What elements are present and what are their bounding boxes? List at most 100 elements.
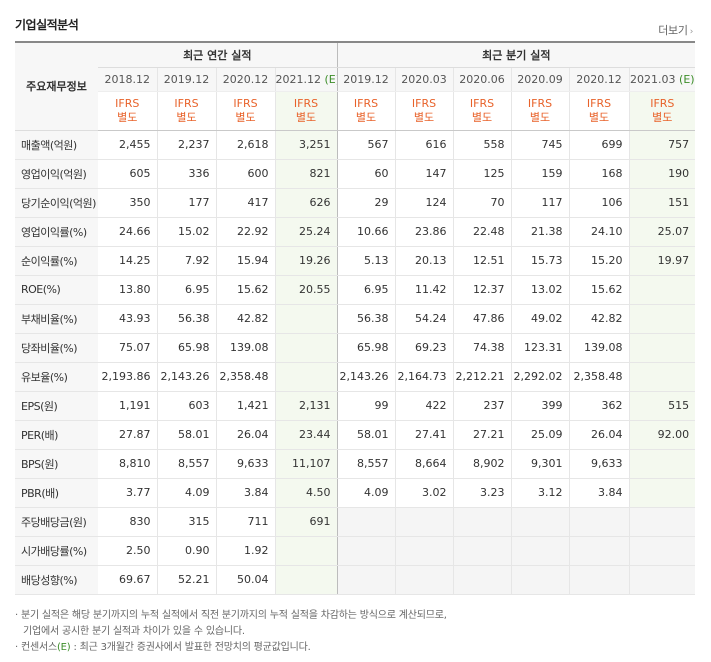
annual-value-cell: 626 [274,188,338,218]
accounting-basis: IFRS 별도 [215,91,275,131]
ifrs-label: IFRS [293,96,319,110]
section-title: 기업실적분석 [15,18,79,32]
row-label: 영업이익률(%) [15,216,98,247]
quarter-value-cell [628,275,696,305]
period-label: 2019.12 [163,72,210,86]
quarter-group-header: 최근 분기 실적 [336,41,696,68]
table-row: 영업이익률(%) 24.66 15.02 22.92 25.24 10.66 23.86 22… [15,216,696,247]
quarter-value-cell [336,506,396,537]
annual-period-header: 2020.12 [215,67,275,92]
table-row: 당좌비율(%) 75.07 65.98 139.08 65.98 69.23 74.38 12… [15,333,696,363]
period-label: 2020.12 [576,72,622,86]
annual-value-cell: 42.82 [215,303,275,334]
accounting-basis: IFRS 별도 [274,91,338,131]
row-label: BPS(원) [15,449,98,479]
annual-value-cell: 417 [215,188,275,218]
annual-value-cell: 1,191 [98,390,157,421]
annual-value-cell: 177 [156,188,216,218]
table-row: 영업이익(억원) 605 336 600 821 60 147 125 159 168 190 [15,159,696,189]
annual-value-cell: 821 [274,159,338,189]
quarter-value-cell [628,303,696,334]
table-row: ROE(%) 13.80 6.95 15.62 20.55 6.95 11.42 12.37 1… [15,275,696,305]
period-label: 2021.03 [630,72,676,86]
quarter-value-cell: 6.95 [336,275,396,305]
quarter-value-cell [628,449,696,479]
quarter-value-cell [394,565,454,595]
footnotes: · 분기 실적은 해당 분기까지의 누적 실적에서 직전 분기까지의 누적 실적… [15,608,447,656]
separate-label: 별도 [588,110,610,124]
quarter-value-cell: 25.07 [628,216,696,247]
period-label: 2020.09 [517,72,563,86]
quarter-value-cell: 151 [628,188,696,218]
annual-group-header: 최근 연간 실적 [98,41,338,68]
annual-value-cell: 4.09 [156,478,216,508]
quarter-value-cell: 42.82 [568,303,630,334]
annual-value-cell: 2,455 [98,130,157,160]
annual-value-cell: 336 [156,159,216,189]
annual-value-cell: 605 [98,159,157,189]
annual-value-cell: 52.21 [156,565,216,595]
annual-value-cell: 8,557 [156,449,216,479]
quarter-value-cell: 2,164.73 [394,362,454,392]
accounting-basis: IFRS 별도 [452,91,512,131]
quarter-value-cell: 8,557 [336,449,396,479]
quarter-value-cell: 58.01 [336,420,396,450]
separate-label: 별도 [413,110,435,124]
quarter-value-cell [628,565,696,595]
annual-value-cell: 350 [98,188,157,218]
table-row: 유보율(%) 2,193.86 2,143.26 2,358.48 2,143.26 2,… [15,362,696,392]
annual-value-cell: 9,633 [215,449,275,479]
quarter-value-cell: 3.02 [394,478,454,508]
quarter-value-cell: 3.84 [568,478,630,508]
annual-period-header: 2019.12 [156,67,216,92]
quarter-value-cell [510,565,570,595]
ifrs-label: IFRS [233,96,258,110]
annual-value-cell: 2.50 [98,536,157,566]
annual-value-cell: 7.92 [156,246,216,276]
footnote-2: 기업에서 공시한 분기 실적과 차이가 있을 수 있습니다. [23,626,245,637]
quarter-value-cell: 54.24 [394,303,454,334]
annual-value-cell: 139.08 [215,333,275,363]
quarter-value-cell [336,565,396,595]
period-label: 2018.12 [104,72,151,86]
quarter-period-header: 2019.12 [336,67,396,92]
annual-value-cell: 23.44 [274,420,338,450]
annual-value-cell [274,536,338,566]
ifrs-label: IFRS [411,96,437,110]
accounting-basis: IFRS 별도 [394,91,454,131]
annual-value-cell: 830 [98,506,157,537]
annual-value-cell: 58.01 [156,420,216,450]
quarter-value-cell: 56.38 [336,303,396,334]
annual-value-cell: 1,421 [215,390,275,421]
annual-value-cell: 27.87 [98,420,157,450]
quarter-value-cell [510,536,570,566]
annual-value-cell [274,362,338,392]
table-row: 시가배당률(%) 2.50 0.90 1.92 [15,536,696,566]
separate-label: 별도 [652,110,673,124]
period-label: 2020.03 [401,72,447,86]
row-label: 영업이익(억원) [15,159,98,189]
row-label: 주당배당금(원) [15,506,98,537]
quarter-value-cell: 757 [628,130,696,160]
row-label: 시가배당률(%) [15,536,98,566]
ifrs-label: IFRS [586,96,612,110]
quarter-value-cell: 49.02 [510,303,570,334]
row-label: 순이익률(%) [15,246,98,276]
table-row: EPS(원) 1,191 603 1,421 2,131 99 422 237 399 362 51… [15,390,696,421]
ifrs-label: IFRS [527,96,553,110]
separate-label: 별도 [529,110,551,124]
quarter-value-cell [336,536,396,566]
quarter-value-cell [628,506,696,537]
table-row: 주당배당금(원) 830 315 711 691 [15,506,696,537]
more-link[interactable]: 더보기 › [658,22,693,38]
quarter-value-cell [628,478,696,508]
row-label: 매출액(억원) [15,130,98,160]
quarter-value-cell: 15.62 [568,275,630,305]
table-row: 배당성향(%) 69.67 52.21 50.04 [15,565,696,595]
ifrs-label: IFRS [469,96,495,110]
separate-label: 별도 [355,110,377,124]
annual-value-cell: 603 [156,390,216,421]
quarter-value-cell [510,506,570,537]
quarter-value-cell: 190 [628,159,696,189]
row-label: 부채비율(%) [15,303,98,334]
